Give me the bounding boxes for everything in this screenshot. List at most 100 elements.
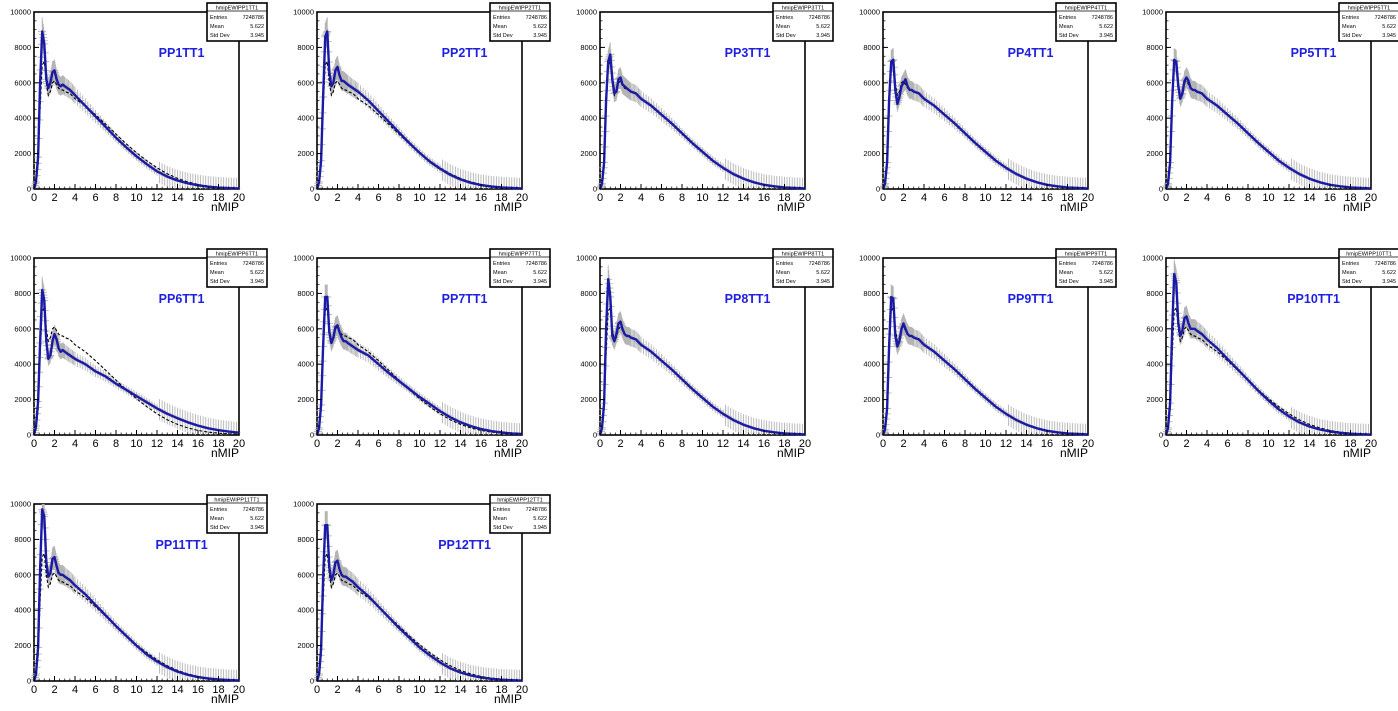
stats-label: Mean xyxy=(776,270,790,276)
y-tick-label: 10000 xyxy=(576,254,597,263)
x-tick-label: 4 xyxy=(638,192,644,204)
x-tick-label: 2 xyxy=(334,192,340,204)
x-tick-label: 16 xyxy=(758,438,770,450)
x-tick-label: 6 xyxy=(658,438,664,450)
y-tick-label: 10000 xyxy=(10,254,31,263)
histogram-pad: 0 2000 4000 6000 8000 10000 0 2 4 6 8 10 12 14 16 18 20n… xyxy=(576,248,834,460)
stats-value: 7248786 xyxy=(526,507,547,513)
x-tick-label: 16 xyxy=(758,192,770,204)
x-tick-label: 18 xyxy=(212,192,224,204)
stats-value: 5.622 xyxy=(1382,24,1396,30)
x-tick-label: 18 xyxy=(212,438,224,450)
y-tick-label: 6000 xyxy=(863,78,880,87)
stats-value: 7248786 xyxy=(809,15,830,21)
stats-value: 7248786 xyxy=(1375,15,1396,21)
stats-label: Std Dev xyxy=(210,33,230,39)
x-tick-label: 10 xyxy=(130,438,142,450)
stats-box-frame xyxy=(489,494,551,534)
y-tick-label: 0 xyxy=(310,185,314,194)
x-tick-label: 0 xyxy=(597,192,603,204)
reference-curve xyxy=(316,305,523,436)
y-tick-label: 2000 xyxy=(14,149,31,158)
x-tick-label: 2 xyxy=(1183,192,1189,204)
reference-curve xyxy=(316,551,523,682)
stats-value: 7248786 xyxy=(1375,261,1396,267)
x-tick-label: 10 xyxy=(413,192,425,204)
y-tick-label: 10000 xyxy=(293,254,314,263)
y-tick-label: 4000 xyxy=(863,360,880,369)
x-axis-label: nMIP xyxy=(494,200,522,214)
stats-box-frame xyxy=(1055,2,1117,42)
stats-name: hmipEWIPP1TT1 xyxy=(216,6,258,12)
x-tick-label: 0 xyxy=(31,684,37,696)
x-tick-label: 4 xyxy=(921,438,927,450)
x-tick-label: 12 xyxy=(151,684,163,696)
x-tick-label: 2 xyxy=(1183,438,1189,450)
x-tick-label: 20 xyxy=(1082,192,1094,204)
y-tick-label: 10000 xyxy=(859,254,880,263)
y-tick-label: 0 xyxy=(27,431,31,440)
y-tick-label: 8000 xyxy=(580,43,597,52)
y-tick-label: 10000 xyxy=(293,8,314,17)
stats-value: 3.945 xyxy=(816,279,830,285)
stats-value: 3.945 xyxy=(1099,33,1113,39)
stats-value: 3.945 xyxy=(816,33,830,39)
x-tick-label: 10 xyxy=(696,192,708,204)
x-tick-label: 16 xyxy=(475,438,487,450)
stats-name: hmipEWIPP10TT1 xyxy=(1346,252,1392,258)
data-curve xyxy=(881,295,1089,436)
y-tick-label: 8000 xyxy=(297,289,314,298)
x-tick-label: 12 xyxy=(1000,192,1012,204)
x-axis-label: nMIP xyxy=(777,446,805,460)
stats-box: hmipEWIPP10TT1 Entries 7248786 Mean 5.622 Std… xyxy=(1338,248,1398,288)
stats-value: 5.622 xyxy=(250,24,264,30)
stats-label: Entries xyxy=(210,261,227,267)
x-tick-label: 10 xyxy=(130,684,142,696)
stats-label: Entries xyxy=(776,15,793,21)
x-tick-label: 12 xyxy=(434,192,446,204)
stats-name: hmipEWIPP12TT1 xyxy=(497,498,543,504)
data-curve xyxy=(315,524,523,682)
stats-box-frame xyxy=(1338,2,1398,42)
stats-box-frame xyxy=(772,2,834,42)
stats-value: 5.622 xyxy=(816,270,830,276)
stats-value: 3.945 xyxy=(533,33,547,39)
y-tick-label: 8000 xyxy=(297,43,314,52)
y-tick-label: 8000 xyxy=(1146,43,1163,52)
x-tick-label: 8 xyxy=(113,438,119,450)
stats-box-frame xyxy=(489,248,551,288)
plot-frame xyxy=(33,257,240,436)
x-tick-label: 14 xyxy=(171,192,183,204)
stats-box: hmipEWIPP1TT1 Entries 7248786 Mean 5.622 Std … xyxy=(206,2,268,42)
x-tick-label: 4 xyxy=(72,438,78,450)
stats-value: 3.945 xyxy=(533,279,547,285)
data-curve xyxy=(881,58,1089,190)
stats-value: 3.945 xyxy=(250,33,264,39)
stats-box-frame xyxy=(206,2,268,42)
y-tick-label: 0 xyxy=(1159,431,1163,440)
y-tick-label: 8000 xyxy=(14,43,31,52)
x-tick-label: 2 xyxy=(334,438,340,450)
x-tick-label: 14 xyxy=(737,438,749,450)
stats-label: Entries xyxy=(210,507,227,513)
stats-label: Entries xyxy=(776,261,793,267)
x-tick-label: 10 xyxy=(979,192,991,204)
y-tick-label: 0 xyxy=(27,185,31,194)
stats-label: Mean xyxy=(210,24,224,30)
x-axis-label: nMIP xyxy=(494,446,522,460)
x-tick-label: 0 xyxy=(1163,192,1169,204)
x-tick-label: 14 xyxy=(454,192,466,204)
pad-title: PP6TT1 xyxy=(159,292,205,306)
x-tick-label: 10 xyxy=(1262,438,1274,450)
data-curve xyxy=(1164,272,1372,436)
stats-label: Entries xyxy=(493,507,510,513)
pad-title: PP1TT1 xyxy=(159,46,205,60)
stats-label: Mean xyxy=(776,24,790,30)
x-axis-label: nMIP xyxy=(211,200,239,214)
y-tick-label: 4000 xyxy=(580,114,597,123)
y-tick-label: 4000 xyxy=(297,114,314,123)
histogram-pad: 0 2000 4000 6000 8000 10000 0 2 4 6 8 10 12 14 16 18 20n… xyxy=(293,494,551,706)
x-tick-label: 20 xyxy=(799,192,811,204)
stats-label: Entries xyxy=(1342,15,1359,21)
stats-value: 7248786 xyxy=(1092,15,1113,21)
